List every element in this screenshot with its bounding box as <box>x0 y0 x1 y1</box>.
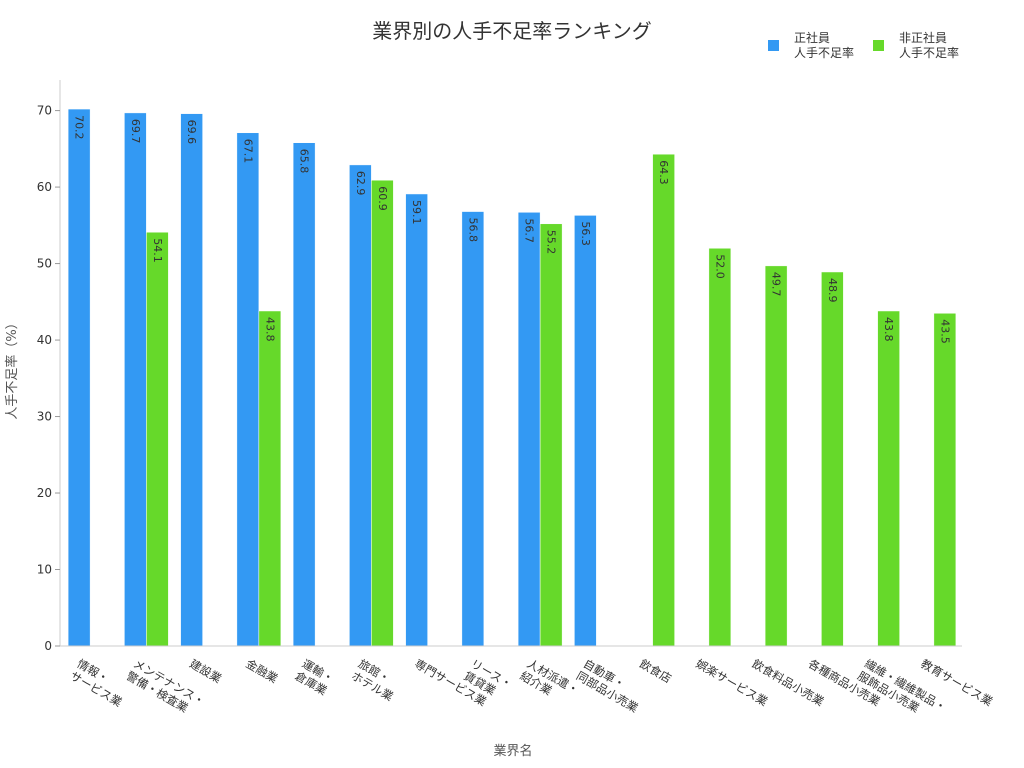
bar-series-1-1 <box>146 231 169 647</box>
data-label: 52.0 <box>713 254 726 279</box>
bar-series-0-5 <box>349 164 372 647</box>
y-tick-label: 20 <box>37 486 52 500</box>
data-label: 69.6 <box>185 120 198 145</box>
bar-series-1-5 <box>371 179 394 647</box>
x-tick-label: 金融業 <box>243 656 280 686</box>
x-axis-title: 業界名 <box>493 743 532 759</box>
y-tick-label: 50 <box>37 257 52 271</box>
legend: 正社員人手不足率 非正社員人手不足率 <box>768 30 959 60</box>
bar-series-1-15 <box>933 313 957 647</box>
y-tick-label: 10 <box>37 563 52 577</box>
data-label: 64.3 <box>657 160 670 185</box>
bar-series-1-3 <box>258 310 282 647</box>
bar-series-1-11 <box>708 248 732 647</box>
y-tick-label: 30 <box>37 410 52 424</box>
data-label: 55.2 <box>545 230 558 255</box>
legend-label-0: 正社員人手不足率 <box>794 30 854 60</box>
legend-swatch-0 <box>768 40 779 51</box>
data-label: 62.9 <box>354 171 367 196</box>
legend-label-1: 非正社員人手不足率 <box>899 30 959 60</box>
y-axis-title: 人手不足率（%） <box>4 316 20 419</box>
data-label: 56.7 <box>523 218 536 243</box>
y-tick-label: 40 <box>37 333 52 347</box>
x-tick-label: 情報・サービス業 <box>68 656 132 709</box>
data-label: 60.9 <box>376 186 389 211</box>
data-label: 69.7 <box>129 119 142 144</box>
data-label: 49.7 <box>770 272 783 297</box>
y-tick-label: 70 <box>37 104 52 118</box>
data-label: 70.2 <box>73 115 86 140</box>
bar-series-1-13 <box>821 271 844 647</box>
x-tick-label: 人材派遣・紹介業 <box>518 656 582 709</box>
bar-series-0-4 <box>292 142 316 647</box>
data-label: 43.5 <box>938 319 951 344</box>
x-tick-label: 旅館・ホテル業 <box>349 656 403 703</box>
data-label: 65.8 <box>298 149 311 174</box>
x-tick-label: 運輸・倉庫業 <box>293 656 337 698</box>
y-tick-label: 60 <box>37 180 52 194</box>
data-label: 48.9 <box>826 278 839 303</box>
y-axis: 0 10 20 30 40 50 60 70 <box>37 80 61 653</box>
x-tick-label: 建設業 <box>187 656 224 686</box>
bar-series-1-8 <box>539 223 563 647</box>
data-label: 56.8 <box>466 218 479 243</box>
data-label: 56.3 <box>579 221 592 246</box>
bar-series-0-8 <box>517 212 541 647</box>
y-tick-label: 0 <box>44 639 52 653</box>
bar-series-0-6 <box>405 193 428 647</box>
chart-title: 業界別の人手不足率ランキング <box>372 19 651 43</box>
x-tick-label: 自動車・同部品小売業 <box>574 656 648 715</box>
bar-series-1-12 <box>764 265 788 647</box>
bar-series-0-3 <box>236 132 260 647</box>
plot-area: 70.2 69.7 54.1 69.6 67.1 43.8 65.8 62.9 60.9 59.1… <box>67 108 957 647</box>
bar-series-0-9 <box>574 215 597 647</box>
data-label: 59.1 <box>410 200 423 225</box>
data-label: 43.8 <box>882 317 895 342</box>
data-label: 43.8 <box>263 317 276 342</box>
legend-swatch-1 <box>873 40 884 51</box>
bar-series-0-1 <box>124 112 147 647</box>
x-tick-label: 飲食店 <box>637 656 674 685</box>
bar-series-0-2 <box>180 113 203 647</box>
bar-series-0-0 <box>67 108 91 647</box>
data-label: 67.1 <box>241 139 254 164</box>
bar-series-1-14 <box>877 310 900 647</box>
data-label: 54.1 <box>151 238 164 263</box>
bar-series-1-10 <box>652 153 675 647</box>
bar-series-0-7 <box>461 211 485 647</box>
